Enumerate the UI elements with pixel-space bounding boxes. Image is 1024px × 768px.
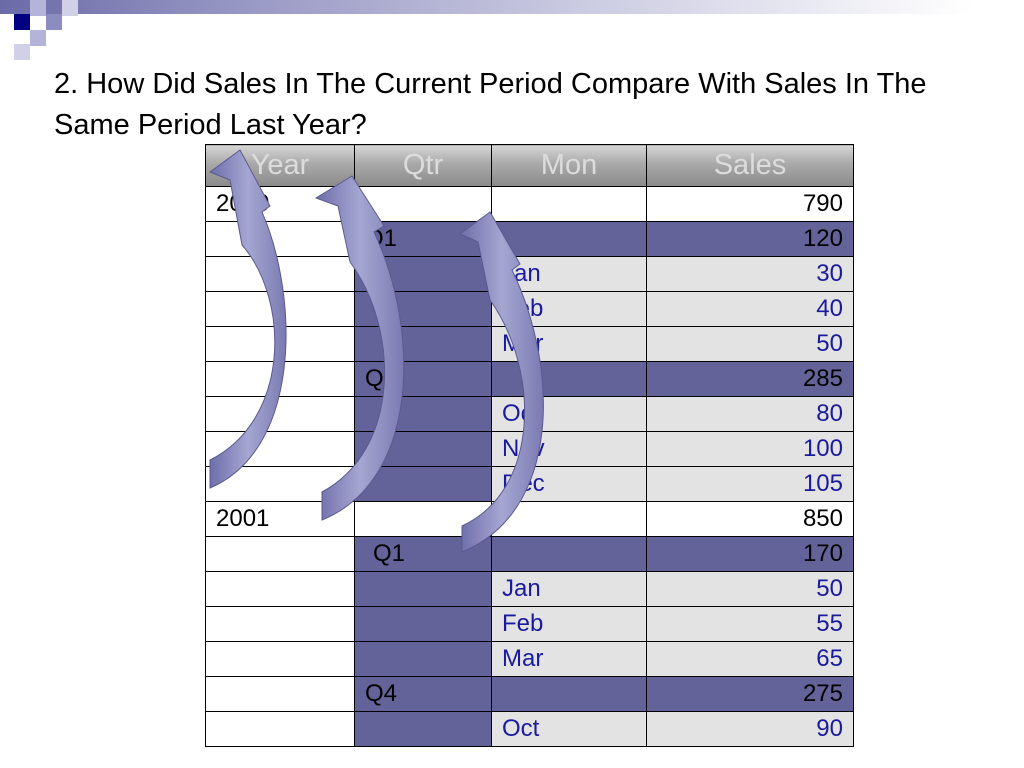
mon-cell: Mar — [491, 641, 647, 677]
table-header-row: Year Qtr Mon Sales — [205, 144, 854, 187]
mon-cell — [491, 501, 647, 537]
qtr-cell — [354, 291, 492, 327]
table-row: Q1 170 — [205, 536, 854, 572]
sales-cell: 80 — [646, 396, 854, 432]
sales-cell: 790 — [646, 186, 854, 222]
table-row: Mar 50 — [205, 326, 854, 362]
qtr-cell — [354, 326, 492, 362]
year-cell — [205, 466, 355, 502]
qtr-cell — [354, 711, 492, 747]
table-row: Nov 100 — [205, 431, 854, 467]
sales-cell: 55 — [646, 606, 854, 642]
sales-cell: 100 — [646, 431, 854, 467]
mon-cell: Feb — [491, 606, 647, 642]
slide-title: 2. How Did Sales In The Current Period C… — [54, 68, 927, 141]
table-row: Oct 90 — [205, 711, 854, 747]
qtr-cell — [354, 256, 492, 292]
sales-cell: 850 — [646, 501, 854, 537]
header-year: Year — [205, 144, 355, 187]
qtr-cell — [354, 571, 492, 607]
qtr-cell — [354, 466, 492, 502]
mon-cell: Jan — [491, 256, 647, 292]
year-cell — [205, 536, 355, 572]
table-row: Q4 275 — [205, 676, 854, 712]
sales-cell: 90 — [646, 711, 854, 747]
table-row: Q1 120 — [205, 221, 854, 257]
table-row: Oct 80 — [205, 396, 854, 432]
sales-cell: 285 — [646, 361, 854, 397]
table-row: 2000 790 — [205, 186, 854, 222]
mon-cell: Oct — [491, 711, 647, 747]
mon-cell: Feb — [491, 291, 647, 327]
mon-cell: Dec — [491, 466, 647, 502]
mon-cell — [491, 221, 647, 257]
year-cell — [205, 431, 355, 467]
year-cell — [205, 606, 355, 642]
table-row: Jan 50 — [205, 571, 854, 607]
qtr-cell — [354, 186, 492, 222]
sales-cell: 50 — [646, 571, 854, 607]
table-row: Mar 65 — [205, 641, 854, 677]
qtr-cell — [354, 501, 492, 537]
year-cell — [205, 641, 355, 677]
sales-cell: 50 — [646, 326, 854, 362]
qtr-cell — [354, 396, 492, 432]
qtr-cell — [354, 431, 492, 467]
table-row: Q4 285 — [205, 361, 854, 397]
header-mon: Mon — [491, 144, 647, 187]
header-band-mask — [0, 14, 1024, 60]
mon-cell: Mar — [491, 326, 647, 362]
year-cell — [205, 256, 355, 292]
qtr-cell — [354, 641, 492, 677]
year-cell: 2000 — [205, 186, 355, 222]
qtr-cell — [354, 606, 492, 642]
qtr-cell: Q1 — [354, 221, 492, 257]
year-cell — [205, 676, 355, 712]
mon-cell: Jan — [491, 571, 647, 607]
sales-cell: 30 — [646, 256, 854, 292]
qtr-cell: Q1 — [354, 536, 492, 572]
header-qtr: Qtr — [354, 144, 492, 187]
year-cell — [205, 361, 355, 397]
mon-cell — [491, 361, 647, 397]
sales-cell: 170 — [646, 536, 854, 572]
sales-table: Year Qtr Mon Sales 2000 790 Q1 120 Jan 3… — [205, 144, 854, 747]
mon-cell: Nov — [491, 431, 647, 467]
mon-cell — [491, 676, 647, 712]
qtr-cell: Q4 — [354, 361, 492, 397]
year-cell — [205, 396, 355, 432]
mon-cell — [491, 186, 647, 222]
qtr-cell: Q4 — [354, 676, 492, 712]
sales-cell: 120 — [646, 221, 854, 257]
sales-cell: 65 — [646, 641, 854, 677]
year-cell — [205, 221, 355, 257]
table-row: Feb 55 — [205, 606, 854, 642]
header-sales: Sales — [646, 144, 854, 187]
year-cell — [205, 571, 355, 607]
year-cell — [205, 291, 355, 327]
sales-cell: 275 — [646, 676, 854, 712]
year-cell — [205, 711, 355, 747]
year-cell: 2001 — [205, 501, 355, 537]
mon-cell — [491, 536, 647, 572]
year-cell — [205, 326, 355, 362]
sales-cell: 105 — [646, 466, 854, 502]
sales-cell: 40 — [646, 291, 854, 327]
table-row: Dec 105 — [205, 466, 854, 502]
table-row: Feb 40 — [205, 291, 854, 327]
table-row: Jan 30 — [205, 256, 854, 292]
table-row: 2001 850 — [205, 501, 854, 537]
mon-cell: Oct — [491, 396, 647, 432]
